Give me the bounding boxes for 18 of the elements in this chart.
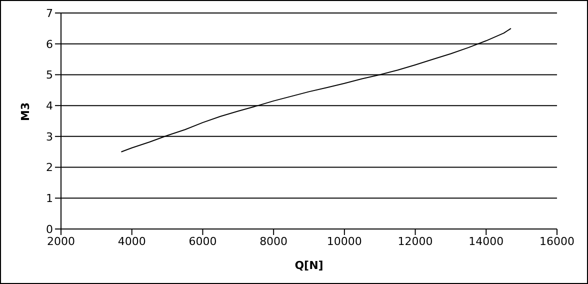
- y-tick-label: 5: [46, 68, 53, 82]
- x-axis-title: Q[N]: [294, 259, 324, 272]
- y-tick-label: 1: [46, 192, 53, 206]
- y-tick-label: 0: [46, 222, 53, 236]
- x-tick-label: 10000: [326, 234, 362, 248]
- x-tick-label: 12000: [398, 234, 433, 248]
- y-tick-label: 6: [46, 38, 53, 51]
- y-tick-label: 3: [46, 130, 53, 144]
- x-tick-label: 4000: [118, 234, 146, 248]
- x-tick-label: 2000: [47, 234, 75, 248]
- x-tick-label: 8000: [260, 234, 288, 248]
- x-tick-label: 14000: [468, 234, 504, 248]
- y-axis-title: M3: [18, 102, 32, 121]
- x-tick-label: 16000: [540, 234, 574, 248]
- y-tick-label: 2: [46, 161, 53, 174]
- x-tick-label: 6000: [188, 234, 217, 248]
- y-tick-label: 4: [46, 99, 53, 112]
- y-tick-label: 7: [46, 6, 53, 20]
